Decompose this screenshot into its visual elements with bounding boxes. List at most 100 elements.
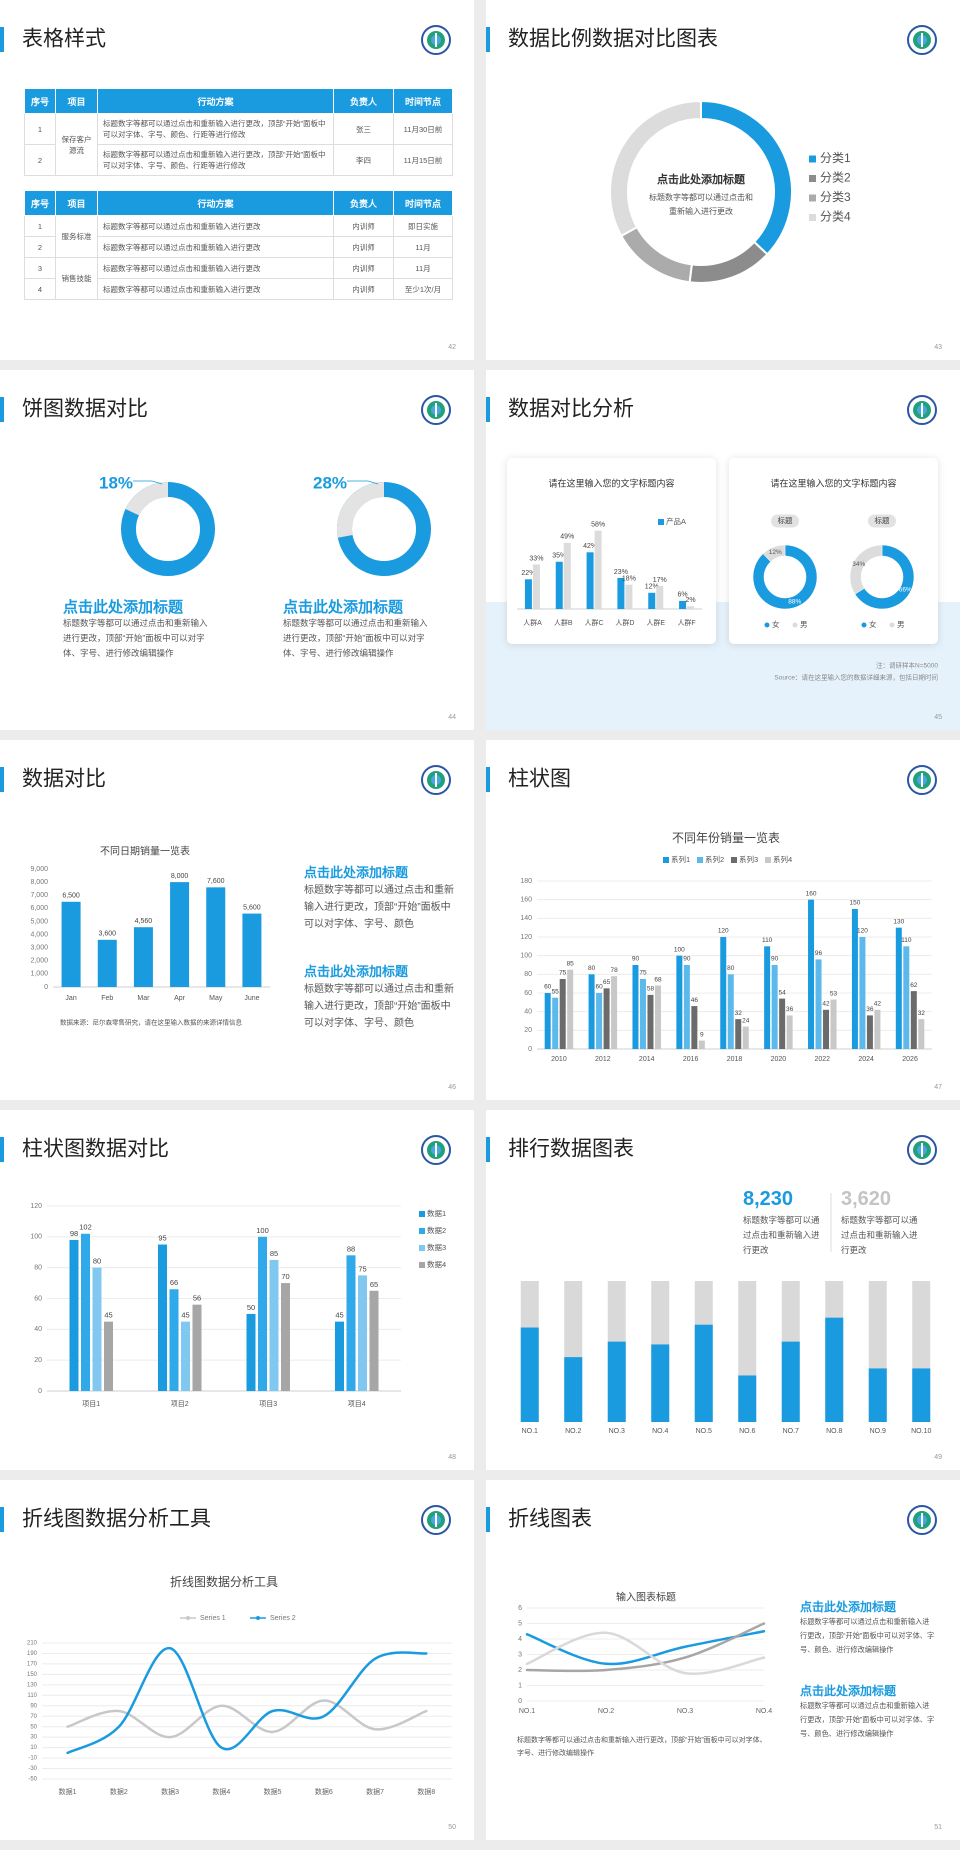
value-label: 45 — [181, 1311, 189, 1320]
x-tick-label: May — [209, 995, 223, 1002]
bar — [651, 1344, 670, 1422]
bar — [567, 969, 574, 1049]
legend-swatch — [419, 1211, 425, 1217]
header-cell: 项目 — [55, 88, 98, 114]
logo — [421, 765, 451, 795]
y-tick-label: 0 — [528, 1046, 532, 1053]
bar — [738, 1375, 757, 1422]
logo — [907, 765, 937, 795]
table-cell: 4 — [24, 278, 56, 300]
value-label: 160 — [806, 890, 817, 897]
y-tick-label: 0 — [518, 1698, 522, 1705]
y-tick-label: 3,000 — [30, 945, 48, 952]
slide: 柱状图数据对比 48 0 20 40 60 80 100 120 项目1 98 102 80 45 项目2 9… — [0, 1110, 474, 1470]
slide-canvas: 折线图表 51 0 1 2 3 4 5 6 输入图表标题 NO.1 NO.2 NO.3 NO.4 — [486, 1505, 942, 1831]
y-tick-label: 20 — [34, 1357, 42, 1364]
ring-slice — [125, 482, 168, 516]
value-label: 88 — [347, 1244, 355, 1253]
title-pill — [868, 514, 896, 528]
legend-swatch — [419, 1245, 425, 1251]
leader-line — [133, 480, 163, 485]
value-label: 100 — [674, 946, 685, 953]
plan-cell: 标题数字等都可以通过点击和重新输入进行更改，顶部“开始”面板中可以对字体、字号、… — [97, 113, 334, 145]
block-text: 标题数字等都可以通过点击和重新输入进行更改，顶部“开始”面板中可以对字体、字号、… — [304, 984, 454, 1029]
value-label: 24 — [742, 1017, 750, 1024]
block-text: 标题数字等都可以通过点击和重新输入进行更改，顶部“开始”面板中可以对字体、字号、… — [283, 618, 428, 658]
value-label: 88% — [788, 598, 801, 605]
bar — [92, 1267, 102, 1391]
legend-label: 分类4 — [820, 210, 851, 224]
slide: 柱状图 47 0 20 40 60 80 100 120 140 160 180 不同年份销量一览表 20… — [486, 740, 960, 1100]
value-label: 90 — [771, 956, 779, 963]
bar — [647, 994, 654, 1049]
note: Source：请在这里输入您的数据详细来源，包括日期时间 — [774, 673, 938, 682]
bar — [859, 937, 866, 1049]
value-label: 98 — [70, 1229, 78, 1238]
bar — [830, 999, 837, 1049]
title-accent — [486, 397, 490, 422]
y-tick-label: 90 — [30, 1703, 37, 1709]
x-tick-label: 人群A — [523, 618, 542, 627]
value-label: 7,600 — [207, 878, 225, 885]
table-cell: 2 — [24, 144, 56, 176]
bar — [346, 1255, 356, 1391]
x-tick-label: NO.4 — [652, 1428, 668, 1435]
block-text: 标题数字等都可以通过点击和重新输入进行更改，顶部“开始”面板中可以对字体、字号、… — [63, 618, 208, 658]
bar — [269, 1259, 279, 1391]
value-label: 42% — [583, 543, 597, 550]
y-tick-label: 8,000 — [30, 879, 48, 886]
value-label: 70 — [281, 1272, 289, 1281]
value-label: 66% — [899, 586, 912, 593]
value-label: 58 — [647, 986, 655, 993]
slide: 数据对比 46 0 1,000 2,000 3,000 4,000 5,000 6,000 7,0… — [0, 740, 474, 1100]
table-cell: 11月15日前 — [393, 144, 453, 176]
value-label: 8,000 — [171, 873, 189, 880]
header-row: 序号 项目 行动方案 负责人 时间节点 — [24, 190, 453, 216]
value-label: 120 — [857, 928, 868, 935]
legend-swatch — [809, 175, 816, 182]
legend-swatch — [809, 214, 816, 221]
x-tick-label: 数据3 — [161, 1787, 179, 1796]
y-tick-label: 150 — [27, 1672, 38, 1678]
bar — [656, 586, 664, 609]
x-tick-label: 项目1 — [82, 1400, 100, 1408]
bar — [694, 1324, 713, 1422]
x-tick-label: 2020 — [771, 1056, 787, 1063]
bar — [158, 1244, 167, 1391]
x-tick-label: 数据5 — [264, 1787, 282, 1796]
value-label: 62 — [910, 982, 918, 989]
table-body: 1 保存客户源流 标题数字等都可以通过点击和重新输入进行更改，顶部“开始”面板中可以… — [24, 113, 453, 176]
value-label: 65 — [370, 1280, 378, 1289]
y-tick-label: 100 — [30, 1234, 42, 1241]
legend-label: 女 — [772, 619, 780, 629]
value-label: 110 — [762, 937, 773, 944]
value-label: 22% — [521, 570, 535, 577]
legend-swatch — [765, 857, 771, 863]
value-label: 3,600 — [98, 931, 116, 938]
logo — [907, 1505, 937, 1535]
value-label: 78 — [610, 967, 618, 974]
x-tick-label: NO.3 — [677, 1708, 693, 1715]
ring-slice — [336, 482, 384, 538]
x-tick-label: 人群B — [554, 618, 573, 627]
logo-mark — [921, 33, 923, 47]
header-cell: 负责人 — [333, 190, 394, 216]
logo-mark — [435, 1513, 437, 1527]
logo — [907, 25, 937, 55]
slide-canvas: 请在这里输入您的文字标题内容 请在这里输入您的文字标题内容 数据对比分析 45 人群A 2… — [486, 395, 960, 730]
legend-label: 分类3 — [820, 190, 851, 204]
y-tick-label: 1 — [518, 1682, 522, 1689]
bar — [192, 1304, 202, 1391]
legend-swatch — [697, 857, 703, 863]
bar — [779, 998, 786, 1049]
value-label: 9 — [700, 1031, 704, 1038]
bar — [676, 955, 683, 1049]
slide-title: 排行数据图表 — [508, 1138, 634, 1161]
value-label: 120 — [718, 928, 729, 935]
value-label: 60 — [595, 984, 603, 991]
logo-mark — [921, 403, 923, 417]
value-label: 18% — [99, 473, 133, 492]
value-label: 58% — [591, 522, 605, 529]
legend-swatch — [419, 1262, 425, 1268]
table-cell: 内训师 — [333, 278, 394, 300]
